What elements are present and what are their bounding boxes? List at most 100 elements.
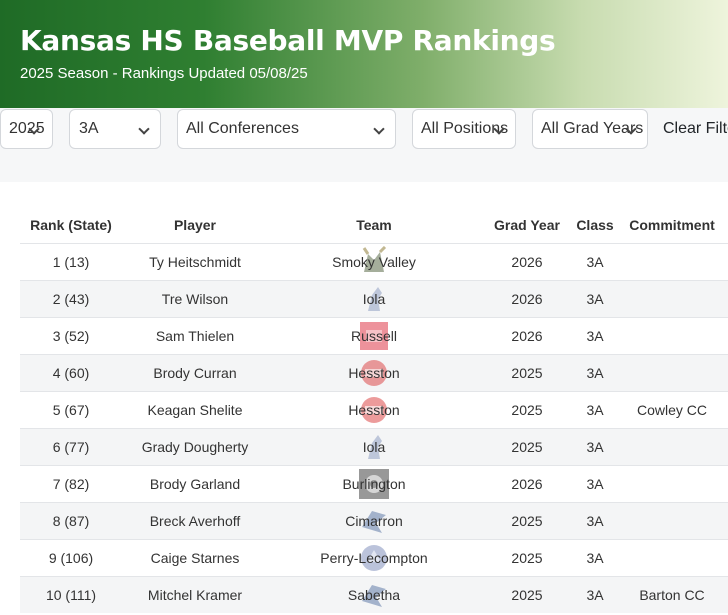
player-link[interactable]: Caige Starnes: [122, 539, 268, 577]
grad-year-cell: 2026: [480, 243, 574, 281]
player-link[interactable]: Keagan Shelite: [122, 391, 268, 429]
mustang-logo-icon: [358, 283, 390, 315]
team-link[interactable]: Russell: [351, 328, 397, 344]
column-header-rank[interactable]: Rank (State): [30, 217, 112, 233]
commitment-cell: [616, 465, 728, 503]
team-link[interactable]: Iola: [362, 291, 386, 307]
grad-year-cell: 2025: [480, 391, 574, 429]
player-link[interactable]: Brody Curran: [122, 354, 268, 392]
team-cell[interactable]: Hesston: [268, 354, 480, 392]
player-link[interactable]: Ty Heitschmidt: [122, 243, 268, 281]
table-row: 2 (43) Tre Wilson Iola 2026 3A: [20, 280, 728, 318]
table-row: 9 (106) Caige Starnes Perry-Lecompton 2025 3…: [20, 539, 728, 577]
rank-cell: 8 (87): [20, 502, 122, 540]
rank-cell: 1 (13): [20, 243, 122, 281]
column-header-team[interactable]: Team: [356, 217, 392, 233]
conference-select-value: All Conferences: [186, 120, 299, 137]
player-link[interactable]: Breck Averhoff: [122, 502, 268, 540]
swather-logo-icon: [358, 357, 390, 389]
year-select[interactable]: 2025: [0, 109, 53, 149]
team-cell[interactable]: Cimarron: [268, 502, 480, 540]
rank-cell: 7 (82): [20, 465, 122, 503]
grad-year-cell: 2025: [480, 354, 574, 392]
commitment-cell: [616, 539, 728, 577]
class-cell: 3A: [574, 280, 616, 318]
kaw-logo-icon: [358, 542, 390, 574]
wildcat-logo-icon: [358, 468, 390, 500]
team-link[interactable]: Hesston: [348, 402, 400, 418]
rank-cell: 6 (77): [20, 428, 122, 466]
column-header-commitment[interactable]: Commitment: [629, 217, 715, 233]
player-link[interactable]: Brody Garland: [122, 465, 268, 503]
class-cell: 3A: [574, 502, 616, 540]
grad-year-cell: 2025: [480, 539, 574, 577]
player-link[interactable]: Tre Wilson: [122, 280, 268, 318]
mustang-logo-icon: [358, 431, 390, 463]
team-cell[interactable]: Sabetha: [268, 576, 480, 613]
rank-cell: 10 (111): [20, 576, 122, 613]
chevron-down-icon: [138, 123, 150, 135]
rank-cell: 3 (52): [20, 317, 122, 355]
team-link[interactable]: Burlington: [342, 476, 406, 492]
team-cell[interactable]: Iola: [268, 428, 480, 466]
column-header-player[interactable]: Player: [173, 217, 217, 233]
team-cell[interactable]: Hesston: [268, 391, 480, 429]
rank-cell: 5 (67): [20, 391, 122, 429]
rank-cell: 2 (43): [20, 280, 122, 318]
commitment-cell: Cowley CC: [616, 391, 728, 429]
clear-filters-button[interactable]: Clear Filters: [663, 120, 728, 137]
grad-year-cell: 2026: [480, 465, 574, 503]
class-select[interactable]: 3A: [69, 109, 161, 149]
grad-year-cell: 2026: [480, 280, 574, 318]
team-cell[interactable]: Smoky Valley: [268, 243, 480, 281]
commitment-cell: [616, 243, 728, 281]
column-header-class[interactable]: Class: [576, 217, 614, 233]
class-select-value: 3A: [79, 120, 99, 137]
table-row: 6 (77) Grady Dougherty Iola 2025 3A: [20, 428, 728, 466]
team-link[interactable]: Perry-Lecompton: [320, 550, 428, 566]
conference-select[interactable]: All Conferences: [177, 109, 396, 149]
commitment-cell: [616, 502, 728, 540]
position-select[interactable]: All Positions: [412, 109, 516, 149]
commitment-cell: [616, 354, 728, 392]
class-cell: 3A: [574, 576, 616, 613]
grad-year-cell: 2025: [480, 576, 574, 613]
player-link[interactable]: Mitchel Kramer: [122, 576, 268, 613]
chevron-down-icon: [373, 123, 385, 135]
grad-year-cell: 2025: [480, 502, 574, 540]
team-link[interactable]: Iola: [362, 439, 386, 455]
table-row: 5 (67) Keagan Shelite Hesston 2025 3A Cowley …: [20, 391, 728, 429]
rank-cell: 9 (106): [20, 539, 122, 577]
team-cell[interactable]: Perry-Lecompton: [268, 539, 480, 577]
rankings-table: Rank (State) Player Team Grad Year Class…: [20, 207, 728, 613]
team-link[interactable]: Hesston: [348, 365, 400, 381]
class-cell: 3A: [574, 465, 616, 503]
team-cell[interactable]: Iola: [268, 280, 480, 318]
column-header-grad-year[interactable]: Grad Year: [494, 217, 560, 233]
table-row: 4 (60) Brody Curran Hesston 2025 3A: [20, 354, 728, 392]
commitment-cell: [616, 428, 728, 466]
commitment-cell: Barton CC: [616, 576, 728, 613]
year-select-value: 2025: [9, 120, 45, 137]
class-cell: 3A: [574, 354, 616, 392]
table-header-row: Rank (State) Player Team Grad Year Class…: [20, 207, 728, 244]
grad-year-select[interactable]: All Grad Years: [532, 109, 648, 149]
commitment-cell: [616, 280, 728, 318]
class-cell: 3A: [574, 243, 616, 281]
class-cell: 3A: [574, 428, 616, 466]
team-cell[interactable]: Burlington: [268, 465, 480, 503]
team-cell[interactable]: Russell: [268, 317, 480, 355]
player-link[interactable]: Sam Thielen: [122, 317, 268, 355]
table-row: 7 (82) Brody Garland Burlington 2026 3A: [20, 465, 728, 503]
player-link[interactable]: Grady Dougherty: [122, 428, 268, 466]
table-row: 1 (13) Ty Heitschmidt Smoky Valley 2026 3A: [20, 243, 728, 281]
team-link[interactable]: Sabetha: [347, 587, 401, 603]
team-link[interactable]: Cimarron: [345, 513, 403, 529]
commitment-cell: [616, 317, 728, 355]
class-cell: 3A: [574, 317, 616, 355]
rank-cell: 4 (60): [20, 354, 122, 392]
team-link[interactable]: Smoky Valley: [332, 254, 416, 270]
bluejay-logo-icon: [358, 579, 390, 611]
table-row: 8 (87) Breck Averhoff Cimarron 2025 3A: [20, 502, 728, 540]
grad-year-select-value: All Grad Years: [541, 120, 644, 137]
